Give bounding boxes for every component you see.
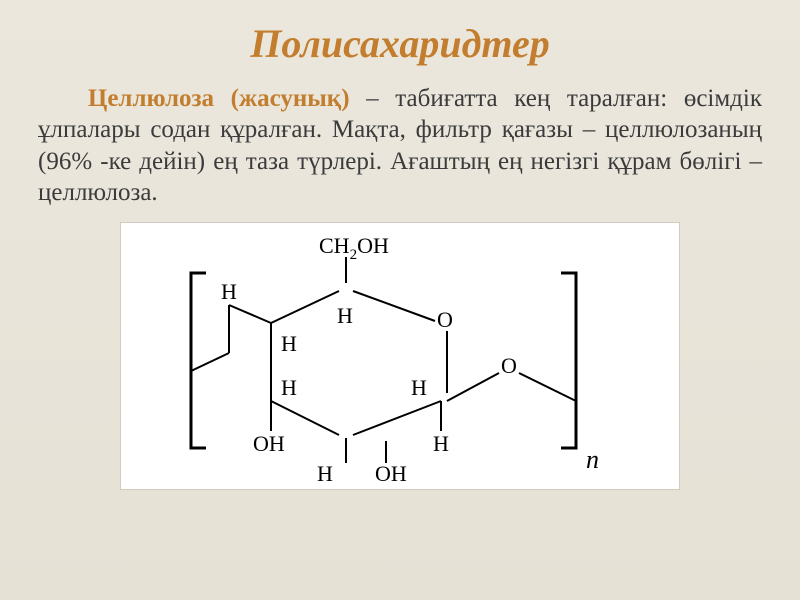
ch2oh-label: CH2OH: [319, 233, 389, 263]
left-bracket: [191, 273, 206, 448]
bond: [191, 353, 229, 371]
ring-oxygen: O: [437, 307, 453, 332]
oh-label: OH: [375, 461, 407, 486]
h-label: H: [221, 279, 237, 304]
bond: [353, 291, 435, 321]
h-label: H: [411, 375, 427, 400]
body-text: Целлюлоза (жасунық) – табиғатта кең тара…: [38, 83, 762, 208]
right-bracket: [561, 273, 576, 448]
structure-figure: n O CH2OH H H H H: [120, 222, 680, 490]
h-label: H: [337, 303, 353, 328]
bond: [271, 291, 339, 323]
slide-title: Полисахаридтер: [38, 20, 762, 67]
bond: [271, 401, 339, 435]
h-label: H: [281, 331, 297, 356]
bond: [353, 401, 441, 435]
bond: [447, 373, 499, 401]
oh-label: OH: [253, 431, 285, 456]
slide: Полисахаридтер Целлюлоза (жасунық) – таб…: [0, 0, 800, 600]
subscript-n: n: [586, 445, 599, 474]
glycosidic-oxygen: O: [501, 353, 517, 378]
h-label: H: [433, 431, 449, 456]
h-label: H: [317, 461, 333, 486]
h-label: H: [281, 375, 297, 400]
cellulose-structure: n O CH2OH H H H H: [121, 223, 681, 491]
bond: [229, 305, 271, 323]
key-term: Целлюлоза (жасунық): [88, 85, 350, 112]
bond: [519, 373, 576, 401]
